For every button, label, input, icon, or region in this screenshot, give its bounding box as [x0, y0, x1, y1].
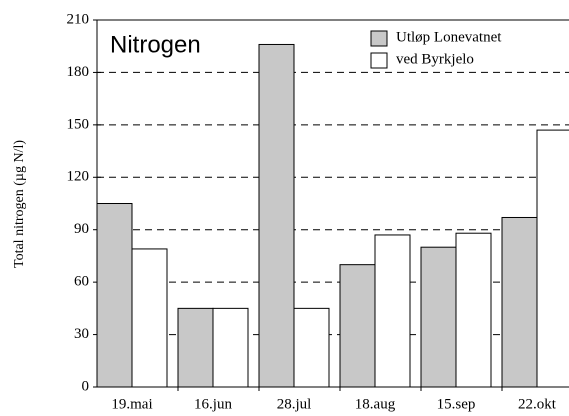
bar — [339, 264, 376, 388]
y-tick-label: 210 — [67, 11, 90, 27]
y-axis-label: Total nitrogen (µg N/l) — [12, 140, 27, 268]
bar — [374, 234, 411, 388]
y-tick-label: 90 — [74, 221, 89, 237]
bar — [501, 216, 538, 388]
y-tick-label: 60 — [74, 274, 89, 290]
bar — [420, 246, 457, 388]
bar — [536, 129, 569, 388]
y-tick-label: 30 — [74, 326, 89, 342]
x-tick-label: 19.mai — [111, 396, 152, 412]
y-tick-label: 180 — [67, 64, 90, 80]
bar — [258, 43, 295, 388]
bar — [177, 307, 214, 388]
y-tick-label: 0 — [82, 378, 90, 394]
bar — [455, 232, 492, 388]
legend-label: Utløp Lonevatnet — [396, 29, 502, 45]
x-tick-label: 16.jun — [194, 396, 232, 412]
x-tick-label: 28.jul — [277, 396, 312, 412]
legend-label: ved Byrkjelo — [396, 51, 474, 67]
bar — [131, 248, 168, 388]
x-tick-label: 18.aug — [355, 396, 396, 412]
x-tick-label: 22.okt — [518, 396, 557, 412]
legend-swatch — [370, 52, 388, 69]
y-tick-label: 150 — [67, 116, 90, 132]
x-tick-label: 15.sep — [437, 396, 476, 412]
chart-title: Nitrogen — [110, 31, 201, 58]
y-tick-label: 120 — [67, 169, 90, 185]
bar — [212, 307, 249, 388]
bar — [96, 203, 133, 388]
bar — [293, 307, 330, 388]
legend-swatch — [370, 30, 388, 47]
